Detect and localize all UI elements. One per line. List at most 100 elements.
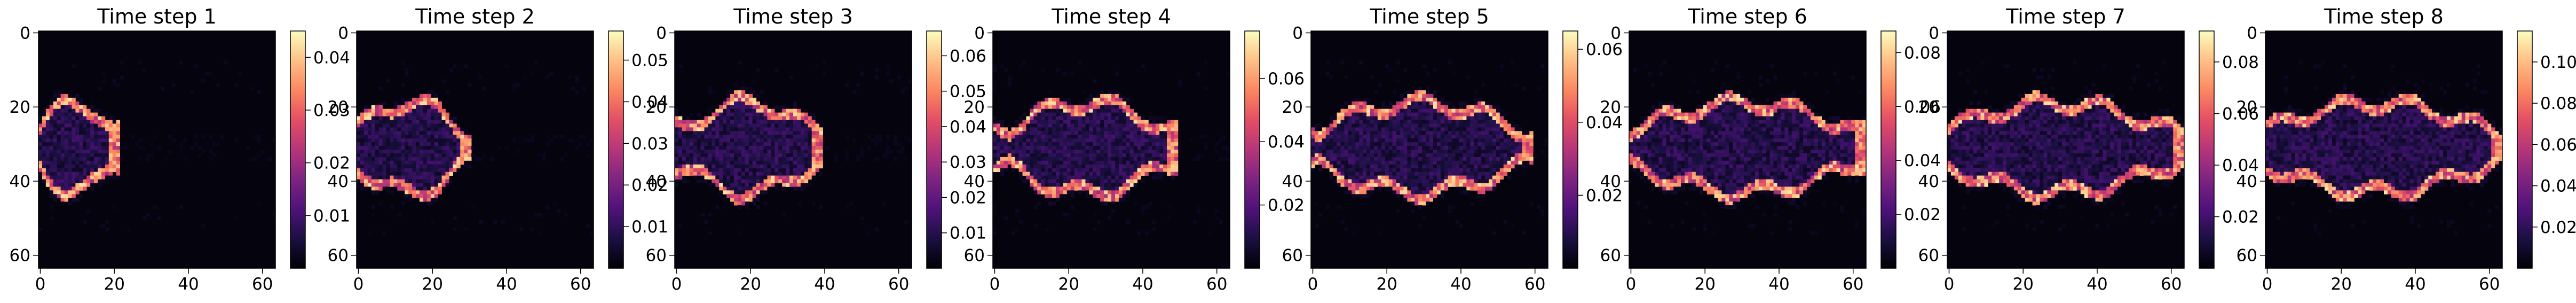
heatmap-cell (1433, 187, 1437, 190)
heatmap-cell (1385, 109, 1389, 113)
heatmap-cell (1123, 142, 1126, 146)
heatmap-cell (1322, 138, 1326, 142)
heatmap-cell (738, 231, 741, 235)
heatmap-cell (57, 150, 61, 153)
heatmap-cell (386, 135, 390, 138)
heatmap-cell (1415, 109, 1418, 113)
heatmap-cell (1489, 123, 1492, 127)
heatmap-cell (801, 120, 804, 124)
heatmap-cell (993, 120, 997, 124)
heatmap-cell (375, 190, 379, 194)
heatmap-cell (1448, 113, 1452, 116)
heatmap-cell (412, 127, 416, 131)
heatmap-cell (693, 153, 697, 157)
heatmap-cell (1396, 116, 1400, 120)
heatmap-cell (738, 109, 741, 113)
heatmap-cell (1355, 105, 1359, 109)
heatmap-cell (1108, 116, 1111, 120)
heatmap-cell (745, 116, 749, 120)
heatmap-cell (1389, 153, 1393, 157)
heatmap-cell (397, 161, 401, 165)
heatmap-cell (819, 205, 823, 209)
heatmap-cell (1056, 180, 1060, 183)
heatmap-cell (416, 190, 420, 194)
heatmap-cell (1370, 165, 1374, 168)
heatmap-cell (379, 123, 383, 127)
heatmap-cell (560, 157, 564, 161)
heatmap-cell (1370, 135, 1374, 138)
heatmap-cell (1477, 190, 1481, 194)
heatmap-cell (734, 150, 738, 153)
heatmap-cell (1033, 153, 1037, 157)
heatmap-cell (1396, 153, 1400, 157)
heatmap-cell (1459, 161, 1463, 165)
heatmap-cell (1396, 180, 1400, 183)
heatmap-cell (756, 94, 760, 98)
heatmap-cell (904, 157, 908, 161)
heatmap-cell (1096, 123, 1100, 127)
heatmap-cell (434, 187, 438, 190)
heatmap-cell (83, 113, 86, 116)
heatmap-cell (1422, 64, 1426, 68)
heatmap-cell (94, 157, 98, 161)
heatmap-cell (1426, 113, 1429, 116)
heatmap-cell (804, 180, 808, 183)
heatmap-cell (61, 194, 65, 198)
heatmap-cell (372, 180, 375, 183)
heatmap-cell (75, 176, 79, 180)
heatmap-cell (79, 123, 83, 127)
heatmap-cell (379, 109, 383, 113)
heatmap-cell (753, 135, 756, 138)
heatmap-cell (1441, 113, 1444, 116)
heatmap-cell (1422, 190, 1426, 194)
heatmap-cell (1526, 131, 1529, 135)
heatmap-cell (1159, 153, 1163, 157)
heatmap-cell (442, 153, 446, 157)
heatmap-cell (416, 187, 420, 190)
heatmap-cell (1123, 135, 1126, 138)
heatmap-cell (1071, 120, 1074, 124)
heatmap-cell (456, 146, 460, 150)
heatmap-cell (1008, 75, 1012, 79)
heatmap-cell (1474, 135, 1477, 138)
heatmap-cell (1411, 105, 1415, 109)
heatmap-cell (1366, 157, 1370, 161)
heatmap-cell (1363, 161, 1366, 165)
heatmap-cell (1148, 131, 1152, 135)
heatmap-cell (453, 135, 456, 138)
heatmap-cell (1396, 61, 1400, 65)
heatmap-cell (1071, 116, 1074, 120)
heatmap-cell (682, 113, 686, 116)
heatmap-cell (1215, 216, 1219, 220)
heatmap-cell (1015, 157, 1019, 161)
heatmap-cell (1433, 116, 1437, 120)
heatmap-cell (101, 153, 105, 157)
heatmap-cell (712, 161, 715, 165)
heatmap-cell (79, 105, 83, 109)
heatmap-cell (1119, 113, 1123, 116)
heatmap-cell (468, 146, 471, 150)
heatmap-cell (1067, 105, 1071, 109)
heatmap-cell (423, 153, 427, 157)
heatmap-cell (68, 172, 72, 176)
heatmap-cell (1337, 127, 1341, 131)
heatmap-cell (246, 146, 250, 150)
heatmap-cell (1463, 150, 1466, 153)
heatmap-cell (372, 127, 375, 131)
heatmap-cell (53, 187, 57, 190)
heatmap-cell (753, 109, 756, 113)
heatmap-cell (734, 172, 738, 176)
heatmap-cell (1504, 120, 1507, 124)
heatmap-cell (1511, 150, 1515, 153)
heatmap-cell (79, 153, 83, 157)
heatmap-cell (801, 172, 804, 176)
heatmap-cell (726, 157, 730, 161)
heatmap-cell (1141, 209, 1145, 213)
heatmap-cell (1433, 176, 1437, 180)
heatmap-cell (427, 94, 431, 98)
colorbar (1245, 31, 1260, 268)
heatmap-cell (1115, 113, 1119, 116)
heatmap-cell (1519, 150, 1522, 153)
heatmap-cell (431, 102, 434, 105)
heatmap-cell (383, 127, 386, 131)
